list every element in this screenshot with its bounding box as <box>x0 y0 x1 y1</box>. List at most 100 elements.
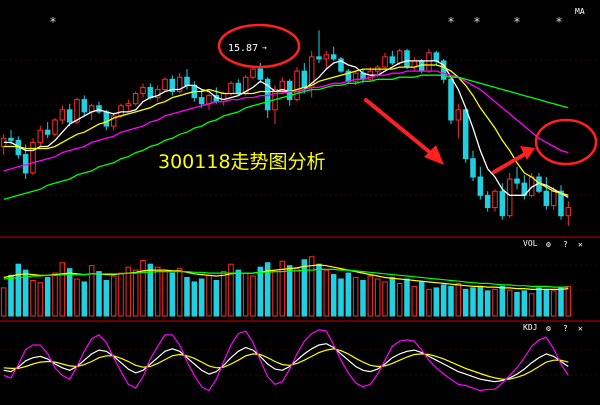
volume-bar-down <box>484 290 491 317</box>
kdj-help-icon[interactable]: ? <box>563 324 568 333</box>
chart-headline: 300118走势图分析 <box>158 151 326 173</box>
volume-bar-down <box>470 287 476 317</box>
volume-bar-down <box>184 277 190 317</box>
vol-help-icon[interactable]: ? <box>563 240 568 249</box>
candle-down <box>8 137 14 141</box>
volume-bar-down <box>345 272 352 317</box>
vol-indicator-label: VOL <box>523 239 538 248</box>
volume-bar-down <box>81 281 88 317</box>
candle-up <box>132 93 139 105</box>
vol-close-icon[interactable]: ✕ <box>578 240 583 249</box>
volume-bar-up <box>0 287 7 317</box>
candle-up <box>550 190 557 207</box>
volume-bar-down <box>15 263 22 317</box>
volume-bar-down <box>213 279 220 317</box>
volume-ma-lines <box>3 264 569 290</box>
volume-bar-up <box>140 260 146 317</box>
candle-up <box>323 54 330 60</box>
candle-down <box>440 60 447 80</box>
candle-up <box>59 109 66 121</box>
candle-up <box>176 76 183 92</box>
candle-down <box>81 99 88 113</box>
volume-bar-down <box>103 279 110 317</box>
volume-bar-up <box>52 272 58 317</box>
volume-bar-down <box>360 279 366 317</box>
volume-bar-up <box>206 274 212 317</box>
volume-bar-down <box>191 281 198 317</box>
volume-bar-down <box>235 269 242 317</box>
candle-up <box>110 115 117 127</box>
kdj-close-icon[interactable]: ✕ <box>578 324 583 333</box>
candle-down <box>477 176 484 196</box>
volume-ma-line <box>3 268 569 288</box>
kdj-panel-header: KDJ ⚙ ? ✕ <box>523 323 583 333</box>
star-marker: * <box>474 15 480 29</box>
volume-bars <box>0 256 572 317</box>
volume-bar-up <box>294 268 300 317</box>
volume-bar-up <box>279 260 286 317</box>
candle-down <box>543 190 550 207</box>
volume-bar-up <box>374 278 381 317</box>
volume-bar-down <box>448 285 454 317</box>
volume-bar-up <box>411 285 418 317</box>
candle-up <box>228 82 234 95</box>
volume-bar-up <box>220 271 227 317</box>
volume-bar-up <box>323 269 330 317</box>
candle-up <box>220 93 227 103</box>
volume-bar-up <box>88 265 95 317</box>
kdj-indicator-label: KDJ <box>523 323 537 332</box>
volume-bar-down <box>462 288 469 317</box>
volume-bar-down <box>404 278 410 317</box>
volume-bar-down <box>514 291 520 317</box>
volume-bar-down <box>169 272 176 317</box>
star-marker: * <box>448 15 454 29</box>
candle-down <box>470 158 476 178</box>
candle-up <box>492 190 498 209</box>
candle-down <box>558 190 564 217</box>
rebound-arrow <box>492 146 535 174</box>
volume-bar-up <box>118 272 124 317</box>
ma-line-ma60 <box>3 74 569 201</box>
candle-down <box>235 82 242 95</box>
price-ma-lines <box>3 60 569 201</box>
volume-bar-up <box>382 281 388 317</box>
volume-bar-up <box>59 262 66 317</box>
candle-up <box>162 78 168 90</box>
volume-bar-up <box>426 288 432 317</box>
volume-bar-down <box>389 277 396 317</box>
volume-bar-down <box>44 277 51 317</box>
kdj-line-j <box>3 329 569 392</box>
vol-settings-icon[interactable]: ⚙ <box>546 240 551 249</box>
volume-bar-up <box>176 268 183 317</box>
volume-bar-down <box>198 278 205 317</box>
candle-down <box>44 129 51 135</box>
volume-bar-down <box>521 290 528 317</box>
volume-bar-down <box>499 285 506 317</box>
volume-bar-up <box>492 288 498 317</box>
candle-up <box>382 56 388 68</box>
candle-down <box>66 109 73 123</box>
candle-up <box>140 86 146 95</box>
kdj-line-k <box>3 343 569 383</box>
candle-down <box>514 178 520 184</box>
volume-bar-up <box>250 275 256 317</box>
volume-bar-up <box>455 282 462 317</box>
peak-highlight-ellipse <box>217 23 301 69</box>
volume-bar-down <box>316 263 322 317</box>
candle-up <box>30 141 36 174</box>
recent-candles-highlight-ellipse <box>534 118 598 166</box>
candle-down <box>330 54 337 60</box>
candle-up <box>294 70 300 101</box>
volume-bar-down <box>301 259 308 317</box>
volume-bar-down <box>330 274 337 317</box>
volume-bar-up <box>308 256 315 317</box>
candle-down <box>484 194 491 209</box>
top-markers: * * * * * <box>50 15 562 29</box>
candle-up <box>52 119 58 135</box>
kdj-settings-icon[interactable]: ⚙ <box>546 324 551 333</box>
volume-bar-down <box>147 263 154 317</box>
volume-bar-up <box>272 271 278 317</box>
ma-indicator-label: MA <box>575 7 585 16</box>
candle-up <box>206 95 212 105</box>
volume-bar-down <box>22 269 29 317</box>
